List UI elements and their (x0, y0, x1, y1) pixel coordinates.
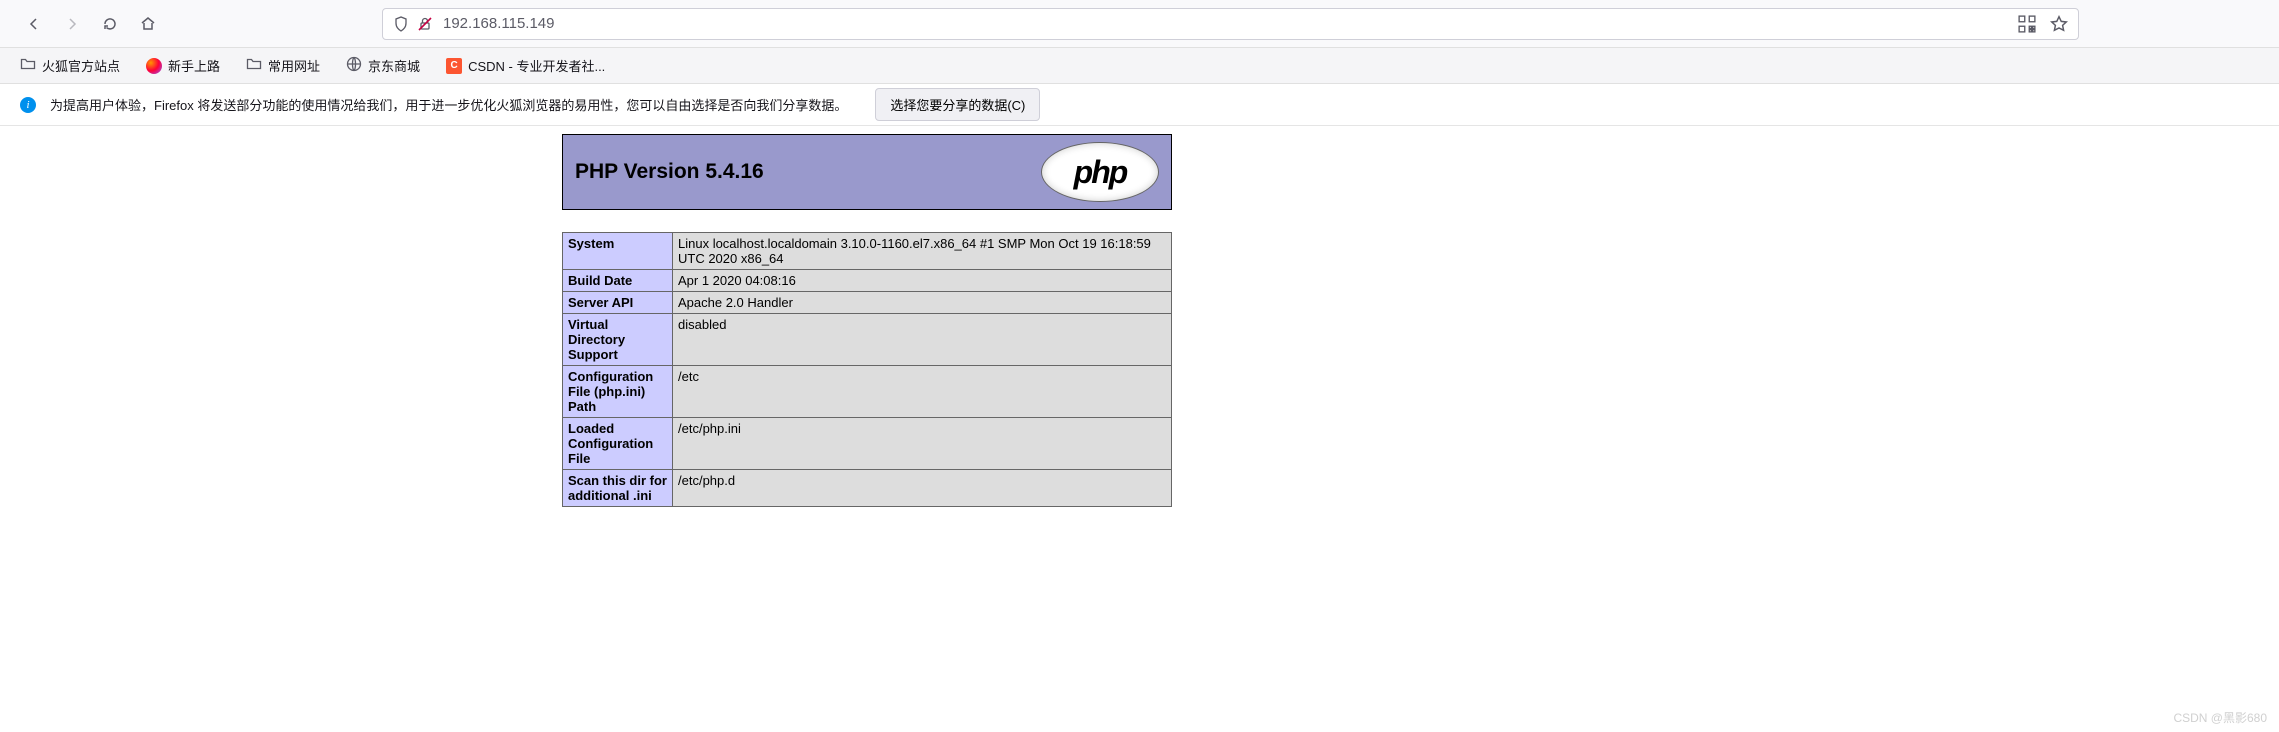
back-button[interactable] (20, 10, 48, 38)
table-row: Virtual Directory Supportdisabled (563, 314, 1172, 366)
browser-toolbar: 192.168.115.149 (0, 0, 2279, 48)
php-header: PHP Version 5.4.16 php (562, 134, 1172, 210)
url-security-icons (393, 16, 433, 32)
bookmark-label: 新手上路 (168, 56, 220, 75)
bookmark-star-icon[interactable] (2050, 15, 2068, 33)
bookmark-label: 火狐官方站点 (42, 56, 120, 75)
table-key: System (563, 233, 673, 270)
table-value: /etc/php.ini (673, 418, 1172, 470)
insecure-lock-icon (417, 16, 433, 32)
php-info-table: SystemLinux localhost.localdomain 3.10.0… (562, 232, 1172, 507)
firefox-favicon (146, 58, 162, 74)
bookmark-label: CSDN - 专业开发者社... (468, 56, 605, 75)
table-value: Apr 1 2020 04:08:16 (673, 270, 1172, 292)
table-value: Apache 2.0 Handler (673, 292, 1172, 314)
nav-buttons (20, 10, 162, 38)
php-content: PHP Version 5.4.16 php SystemLinux local… (562, 134, 1172, 507)
table-row: Loaded Configuration File/etc/php.ini (563, 418, 1172, 470)
table-value: /etc (673, 366, 1172, 418)
url-text: 192.168.115.149 (443, 15, 2008, 32)
table-value: Linux localhost.localdomain 3.10.0-1160.… (673, 233, 1172, 270)
bookmark-item-jd[interactable]: 京东商城 (342, 52, 424, 79)
table-value: /etc/php.d (673, 470, 1172, 507)
folder-icon (246, 56, 262, 75)
table-row: Scan this dir for additional .ini/etc/ph… (563, 470, 1172, 507)
qr-icon[interactable] (2018, 15, 2036, 33)
shield-icon (393, 16, 409, 32)
home-button[interactable] (134, 10, 162, 38)
info-icon: i (20, 97, 36, 113)
table-key: Scan this dir for additional .ini (563, 470, 673, 507)
table-row: Server APIApache 2.0 Handler (563, 292, 1172, 314)
bookmark-item-common-sites[interactable]: 常用网址 (242, 52, 324, 79)
bookmark-label: 京东商城 (368, 56, 420, 75)
forward-button[interactable] (58, 10, 86, 38)
bookmark-item-getting-started[interactable]: 新手上路 (142, 52, 224, 79)
table-key: Server API (563, 292, 673, 314)
choose-data-button[interactable]: 选择您要分享的数据(C) (875, 88, 1040, 121)
table-row: Build DateApr 1 2020 04:08:16 (563, 270, 1172, 292)
php-logo: php (1041, 142, 1159, 202)
bookmark-item-firefox-official[interactable]: 火狐官方站点 (16, 52, 124, 79)
table-key: Build Date (563, 270, 673, 292)
globe-icon (346, 56, 362, 75)
table-row: SystemLinux localhost.localdomain 3.10.0… (563, 233, 1172, 270)
bookmark-label: 常用网址 (268, 56, 320, 75)
folder-icon (20, 56, 36, 75)
table-key: Loaded Configuration File (563, 418, 673, 470)
bookmarks-bar: 火狐官方站点 新手上路 常用网址 京东商城 C CSDN - 专业开发者社... (0, 48, 2279, 84)
info-bar: i 为提高用户体验，Firefox 将发送部分功能的使用情况给我们，用于进一步优… (0, 84, 2279, 126)
table-key: Virtual Directory Support (563, 314, 673, 366)
bookmark-item-csdn[interactable]: C CSDN - 专业开发者社... (442, 52, 609, 79)
php-logo-text: php (1074, 154, 1127, 191)
table-value: disabled (673, 314, 1172, 366)
table-key: Configuration File (php.ini) Path (563, 366, 673, 418)
php-version-title: PHP Version 5.4.16 (575, 160, 764, 184)
reload-button[interactable] (96, 10, 124, 38)
info-text: 为提高用户体验，Firefox 将发送部分功能的使用情况给我们，用于进一步优化火… (50, 95, 847, 114)
watermark: CSDN @黑影680 (2173, 709, 2267, 726)
table-row: Configuration File (php.ini) Path/etc (563, 366, 1172, 418)
url-bar[interactable]: 192.168.115.149 (382, 8, 2079, 40)
csdn-favicon: C (446, 58, 462, 74)
url-right-icons (2018, 15, 2068, 33)
